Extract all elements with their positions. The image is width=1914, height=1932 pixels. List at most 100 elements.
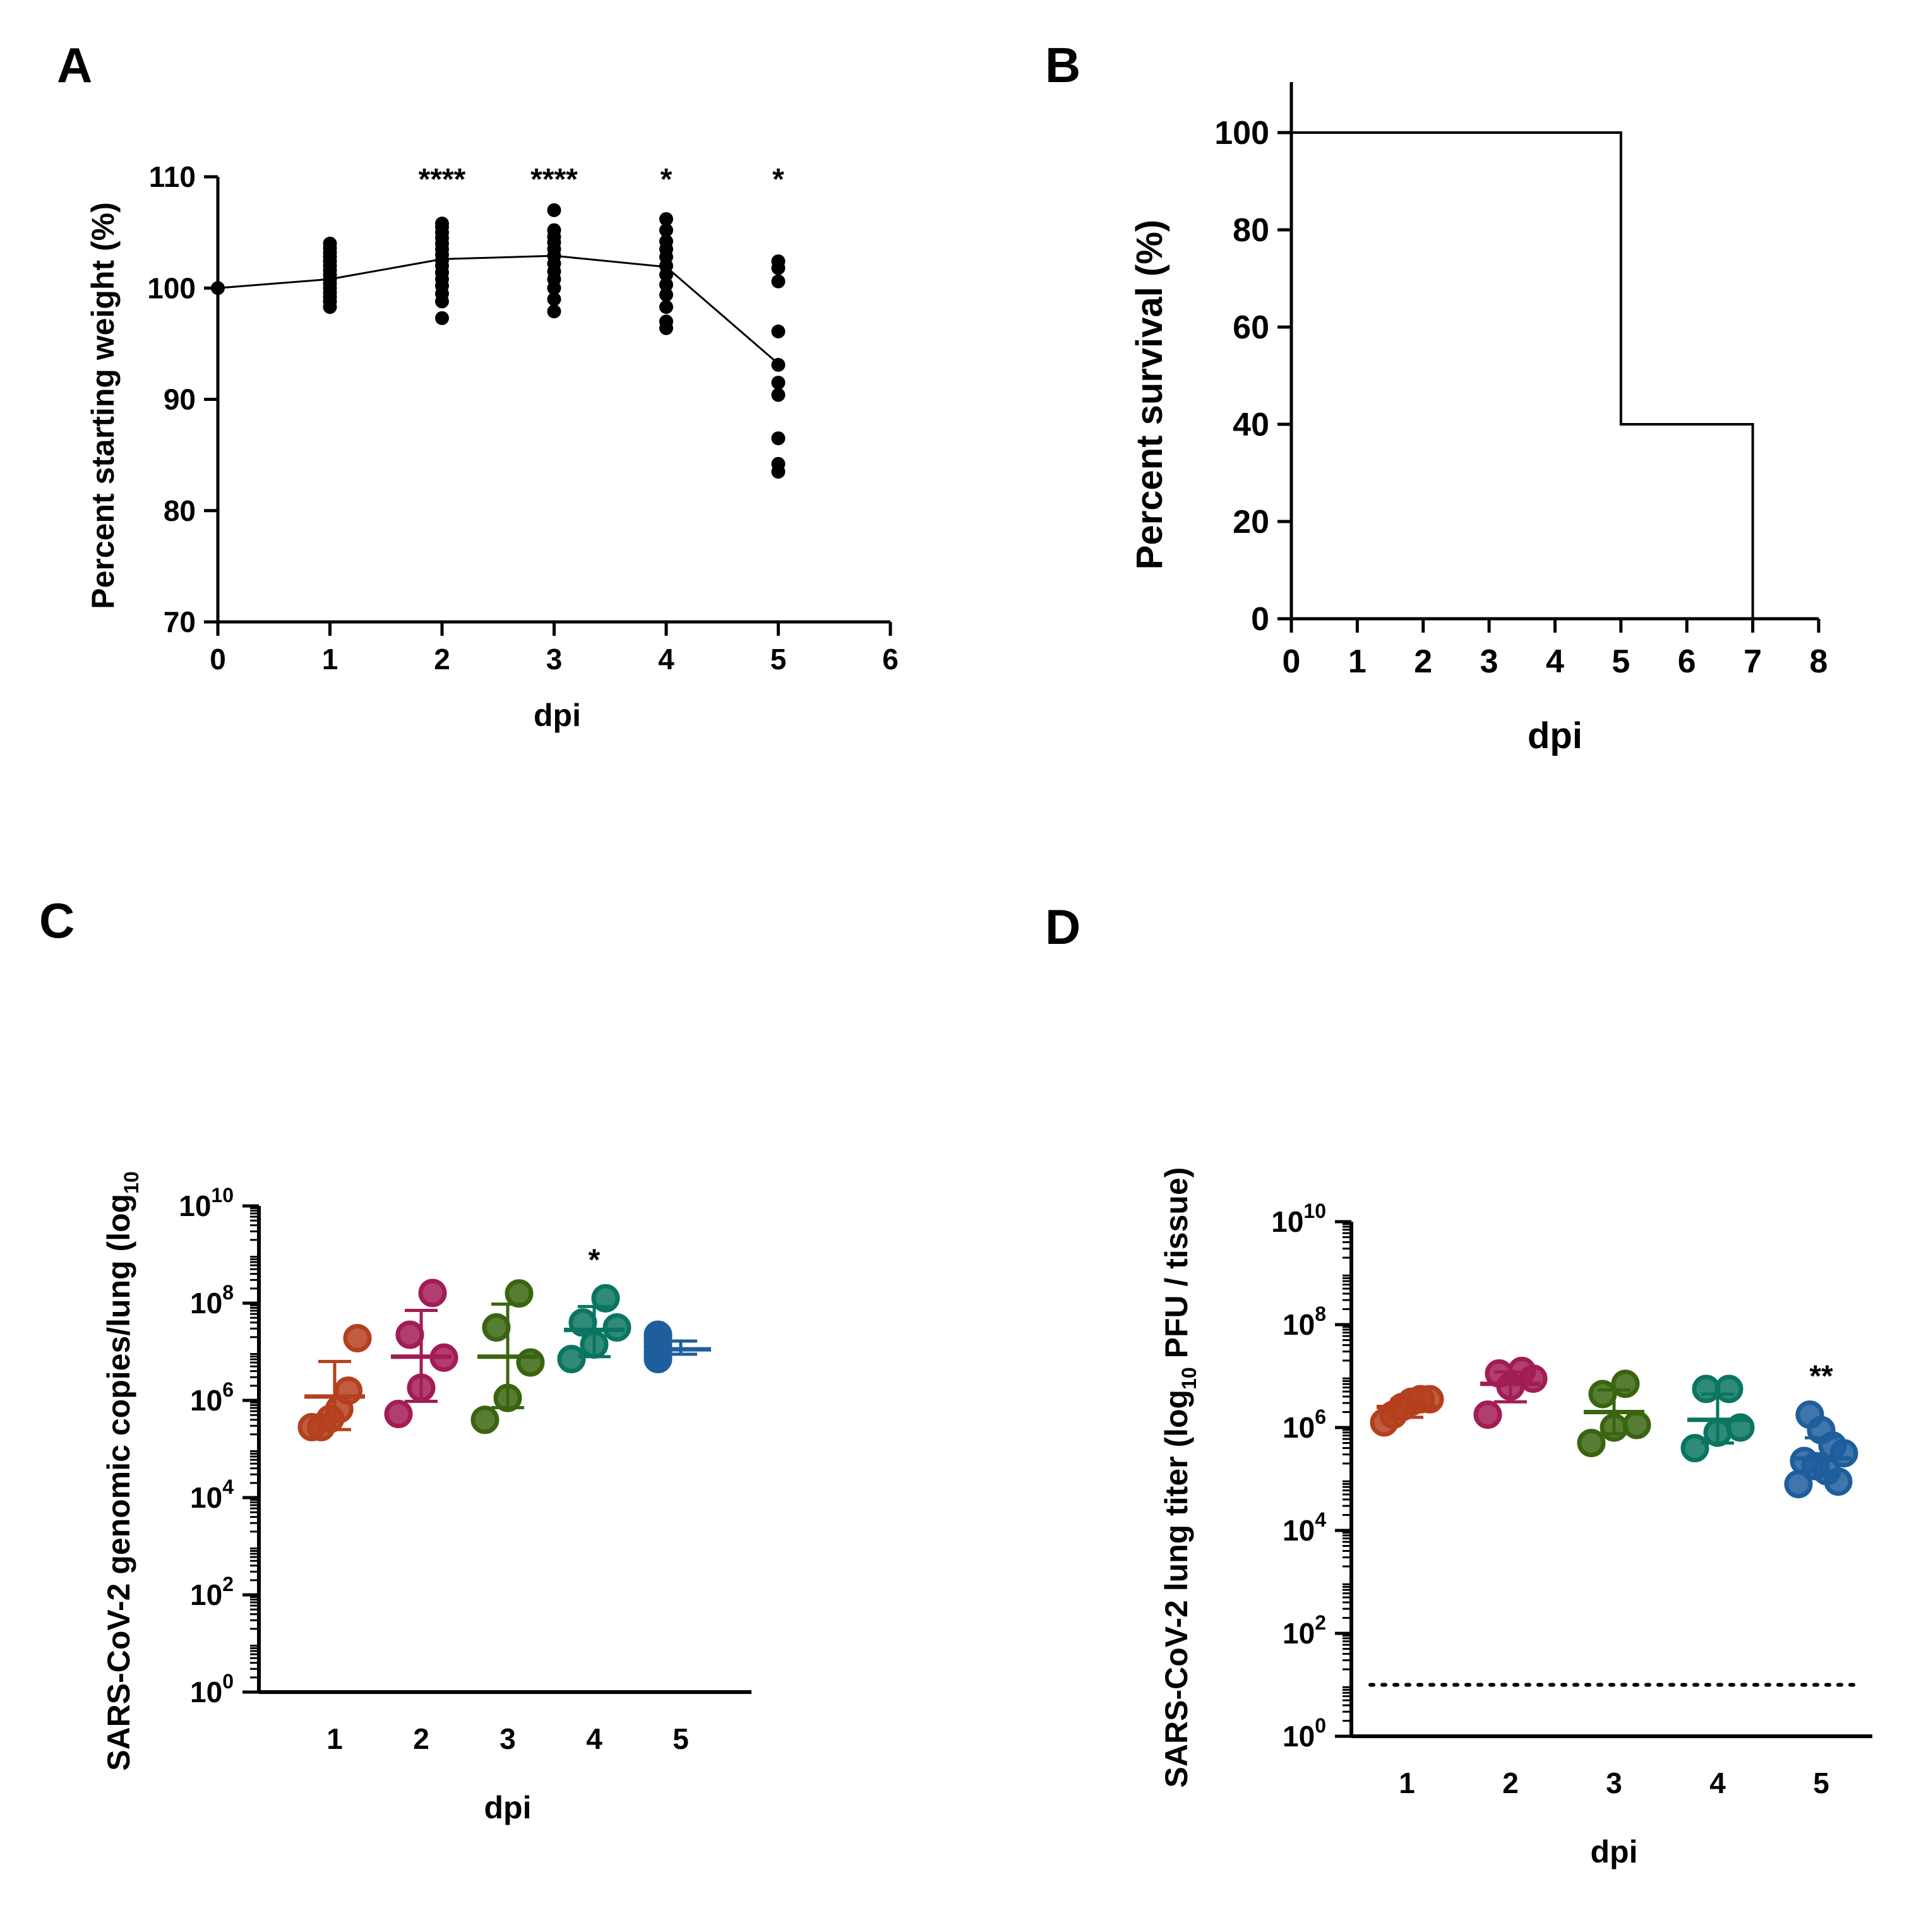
d-y-tick-base: 10 [1283, 1720, 1315, 1753]
d-y-tick-base: 10 [1283, 1411, 1315, 1444]
d-y-tick-label: 1010 [1271, 1200, 1326, 1238]
a-mean-line [217, 254, 779, 365]
d-data-point [1577, 1428, 1606, 1457]
b-y-axis-title: Percent survival (%) [1129, 220, 1170, 569]
d-y-axis-title-end: PFU / tissue) [1159, 1167, 1194, 1368]
a-significance-marker: **** [419, 163, 466, 196]
a-significance-marker: * [772, 163, 784, 196]
a-data-point [771, 357, 786, 372]
a-data-point [659, 212, 673, 226]
a-y-tick-label: 100 [147, 271, 196, 304]
b-y-tick-label: 80 [1233, 212, 1269, 249]
c-y-tick-exponent: 6 [222, 1378, 234, 1401]
d-y-tick-label: 102 [1283, 1611, 1326, 1650]
a-x-tick-label: 3 [546, 643, 563, 676]
b-y-tick-label: 100 [1214, 115, 1269, 152]
a-data-point [547, 203, 561, 217]
a-data-point [771, 388, 786, 402]
d-data-point [1692, 1374, 1721, 1404]
a-data-point [659, 314, 673, 329]
c-x-tick-label: 3 [499, 1722, 516, 1755]
b-x-tick-label: 4 [1546, 643, 1564, 680]
b-x-tick-label: 8 [1810, 643, 1828, 680]
c-x-tick-label: 5 [673, 1722, 689, 1755]
c-x-tick-label: 1 [326, 1722, 343, 1755]
a-data-point [771, 456, 786, 471]
c-y-tick-exponent: 8 [222, 1281, 234, 1304]
a-data-point [547, 292, 561, 306]
c-data-point [643, 1320, 673, 1349]
c-y-tick-base: 10 [190, 1676, 222, 1708]
panel-letter-d: D [1045, 899, 1080, 955]
c-y-tick-exponent: 2 [222, 1573, 234, 1595]
c-x-tick-label: 2 [413, 1722, 429, 1755]
d-y-axis-title-subscript: 10 [1178, 1367, 1200, 1390]
c-y-tick-label: 104 [190, 1476, 234, 1514]
a-significance-marker: **** [530, 163, 578, 196]
b-x-tick-label: 2 [1414, 643, 1432, 680]
c-data-point [470, 1405, 499, 1434]
a-data-point [659, 287, 673, 302]
d-data-point [1611, 1369, 1640, 1398]
d-y-tick-base: 10 [1283, 1514, 1315, 1547]
c-data-point [557, 1345, 586, 1374]
c-data-point [334, 1376, 363, 1405]
b-x-tick-label: 5 [1612, 643, 1630, 680]
a-significance-marker: * [661, 163, 673, 196]
d-x-tick-label: 4 [1709, 1767, 1726, 1799]
d-y-tick-label: 108 [1283, 1303, 1326, 1341]
c-data-point [516, 1348, 545, 1377]
b-x-tick-label: 6 [1678, 643, 1696, 680]
a-x-tick-label: 1 [322, 643, 338, 676]
d-y-tick-exponent: 10 [1303, 1200, 1326, 1222]
a-x-tick-label: 6 [882, 643, 899, 676]
a-x-tick-label: 4 [658, 643, 674, 676]
d-x-axis-title: dpi [1591, 1834, 1638, 1869]
c-significance-marker: * [589, 1243, 601, 1277]
c-data-point [602, 1313, 631, 1342]
a-data-point [547, 304, 561, 319]
b-x-tick-label: 0 [1283, 643, 1301, 680]
c-y-tick-label: 1010 [179, 1184, 234, 1222]
c-x-tick-label: 4 [586, 1722, 602, 1755]
c-y-tick-exponent: 10 [211, 1184, 234, 1207]
d-y-tick-exponent: 4 [1315, 1508, 1326, 1531]
d-y-tick-base: 10 [1283, 1308, 1315, 1341]
c-y-axis-title-main: SARS-CoV-2 genomic copies/lung (log [101, 1194, 136, 1771]
a-data-point [771, 431, 786, 446]
c-data-point [505, 1279, 534, 1308]
a-y-tick-label: 80 [164, 494, 196, 527]
d-data-point [1588, 1380, 1617, 1409]
c-y-tick-exponent: 4 [222, 1476, 234, 1498]
panel-letter-b: B [1045, 37, 1080, 93]
panel-a-weight-chart: 0 1 2 3 4 5 6 70 80 90 100 110 dpi Percent starting w… [85, 160, 899, 733]
c-data-point [482, 1313, 511, 1342]
a-data-point [323, 236, 337, 251]
a-data-point [771, 324, 786, 338]
c-y-tick-label: 108 [190, 1281, 234, 1320]
panel-letter-a: A [57, 37, 92, 93]
c-y-tick-base: 10 [190, 1481, 222, 1514]
b-y-tick-label: 60 [1233, 309, 1269, 346]
d-y-tick-exponent: 2 [1315, 1611, 1326, 1634]
b-y-tick-label: 20 [1233, 504, 1269, 540]
d-y-tick-exponent: 0 [1315, 1714, 1326, 1737]
d-x-tick-label: 1 [1399, 1767, 1415, 1799]
d-y-axis-title: SARS-CoV-2 lung titer (log10 PFU / tissu… [1159, 1167, 1200, 1788]
a-y-tick-label: 90 [164, 383, 196, 416]
a-data-point [211, 281, 225, 295]
c-data-point [384, 1400, 413, 1429]
a-data-point [435, 311, 449, 325]
a-x-tick-label: 0 [210, 643, 226, 676]
a-data-point [659, 300, 673, 314]
c-y-axis-title: SARS-CoV-2 genomic copies/lung (log10 [101, 1171, 143, 1771]
c-y-tick-exponent: 0 [222, 1670, 234, 1693]
d-x-tick-label: 3 [1606, 1767, 1622, 1799]
d-significance-marker: ** [1809, 1360, 1833, 1393]
d-y-axis-title-main: SARS-CoV-2 lung titer (log [1159, 1390, 1194, 1788]
d-x-tick-label: 2 [1502, 1767, 1519, 1799]
d-x-tick-label: 5 [1813, 1767, 1829, 1799]
